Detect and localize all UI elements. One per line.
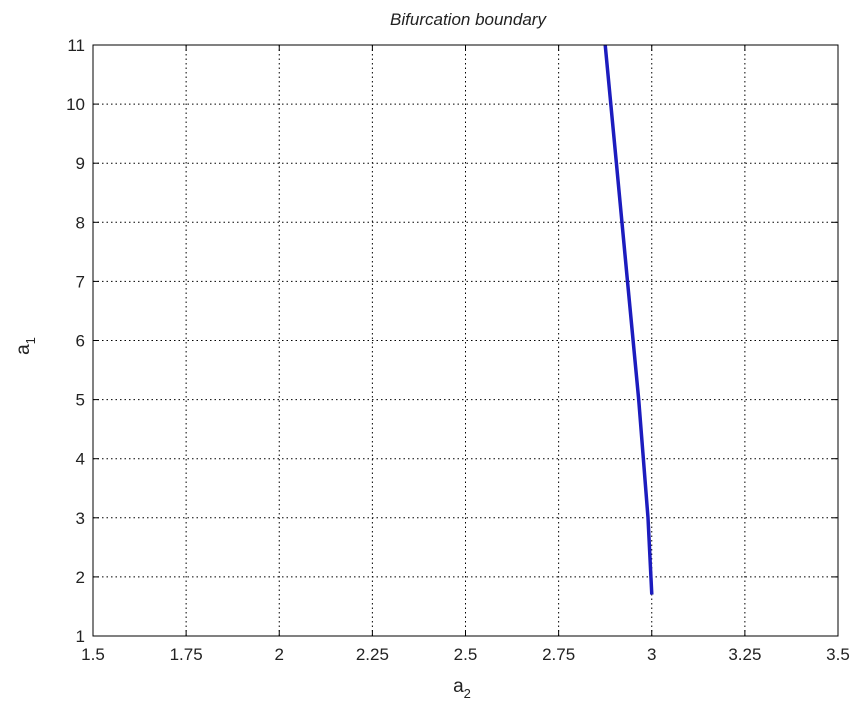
x-tick-labels: 1.5 1.75 2 2.25 2.5 2.75 3 3.25 3.5: [81, 645, 850, 664]
y-axis-label-subscript: 1: [23, 337, 38, 344]
y-tick-label: 2: [76, 568, 85, 587]
x-axis-label: a2: [453, 676, 471, 701]
tick-marks: [92, 44, 839, 637]
y-tick-label: 9: [76, 154, 85, 173]
x-tick-label: 2.5: [454, 645, 478, 664]
y-tick-label: 7: [76, 272, 85, 291]
series-layer: [603, 44, 654, 595]
y-tick-label: 8: [76, 213, 85, 232]
x-tick-label: 3.25: [728, 645, 761, 664]
y-tick-labels: 1 2 3 4 5 6 7 8 9 10 11: [66, 36, 85, 646]
x-tick-label: 2: [275, 645, 284, 664]
y-axis-label: a1: [13, 337, 38, 355]
boundary-line-series: [603, 44, 654, 595]
x-tick-label: 2.25: [356, 645, 389, 664]
x-axis-label-subscript: 2: [464, 686, 471, 701]
x-tick-label: 3.5: [826, 645, 850, 664]
y-tick-label: 5: [76, 391, 85, 410]
y-tick-label: 3: [76, 509, 85, 528]
x-axis-label-base: a: [453, 676, 464, 697]
x-tick-label: 1.5: [81, 645, 105, 664]
y-axis-label-base: a: [13, 344, 34, 355]
x-tick-label: 2.75: [542, 645, 575, 664]
y-tick-label: 10: [66, 95, 85, 114]
x-tick-label: 1.75: [170, 645, 203, 664]
y-tick-label: 11: [67, 36, 85, 55]
y-tick-label: 1: [76, 627, 85, 646]
y-tick-label: 6: [76, 332, 85, 351]
y-tick-label: 4: [76, 450, 85, 469]
chart-title: Bifurcation boundary: [390, 10, 547, 29]
plot-area: [93, 45, 838, 636]
x-tick-label: 3: [647, 645, 656, 664]
